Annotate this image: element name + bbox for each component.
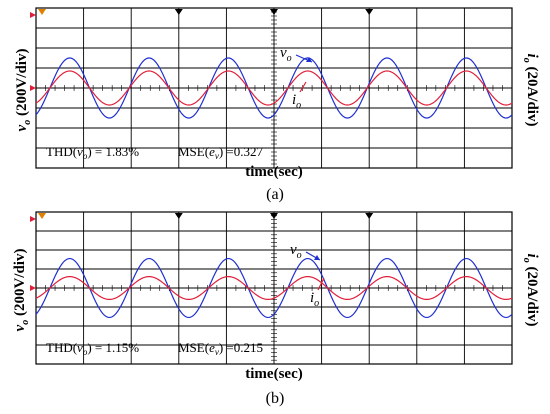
trigger-marker xyxy=(365,213,374,219)
thd-annotation: THD(vo) = 1.15% xyxy=(46,340,139,357)
trigger-marker xyxy=(270,9,278,15)
mse-annotation: MSE(ev) =0.327 xyxy=(178,144,264,161)
io-trace-tag: io xyxy=(310,290,319,309)
scope-grid xyxy=(35,7,513,169)
trigger-marker xyxy=(174,9,183,15)
trace-vo xyxy=(35,257,513,319)
trigger-marker xyxy=(270,213,278,219)
channel-marker xyxy=(30,12,36,18)
x-axis-label: time(sec) xyxy=(245,366,302,382)
scope-trigger-markers xyxy=(30,213,374,291)
caption-a: (a) xyxy=(266,186,284,203)
vo-trace-tag: vo xyxy=(280,45,292,64)
y-axis-left-label: vo (200V/div) xyxy=(12,249,31,332)
trigger-marker xyxy=(365,9,374,15)
channel-marker xyxy=(30,216,36,222)
vo-trace-tag: vo xyxy=(290,242,302,261)
io-tag-arrow xyxy=(317,277,325,291)
io-trace-tag: io xyxy=(292,92,301,111)
channel-marker xyxy=(30,85,36,91)
trace-io xyxy=(35,70,513,106)
scope-trigger-markers xyxy=(30,9,374,91)
scope-grid xyxy=(35,211,513,365)
y-axis-left-label: vo (200V/div) xyxy=(14,49,33,132)
y-axis-right-label: io (20A/div) xyxy=(521,254,540,327)
scope-traces xyxy=(35,57,513,119)
trace-io xyxy=(35,276,513,300)
trigger-marker xyxy=(38,213,46,219)
channel-marker xyxy=(30,285,36,291)
trigger-marker xyxy=(38,9,46,15)
scope-traces xyxy=(35,257,513,319)
vo-tag-arrowhead xyxy=(314,255,320,260)
vo-tag-arrowhead xyxy=(306,57,312,62)
thd-annotation: THD(vo) = 1.83% xyxy=(46,144,139,161)
oscilloscope-panel-b: vo (200V/div) io (20A/div) THD(vo) = 1.1… xyxy=(12,211,540,382)
trigger-marker xyxy=(174,213,183,219)
x-axis-label: time(sec) xyxy=(245,164,302,180)
y-axis-right-label: io (20A/div) xyxy=(521,54,540,127)
oscilloscope-panel-a: vo (200V/div) io (20A/div) THD(vo) = 1.8… xyxy=(14,7,540,180)
mse-annotation: MSE(ev) =0.215 xyxy=(178,340,263,357)
trace-vo xyxy=(35,57,513,119)
io-tag-arrow xyxy=(299,81,307,93)
caption-b: (b) xyxy=(265,390,285,407)
